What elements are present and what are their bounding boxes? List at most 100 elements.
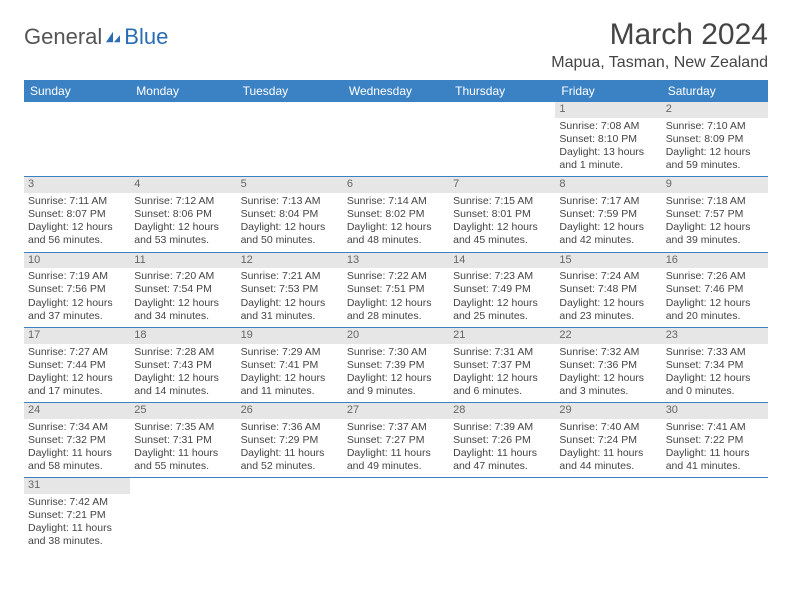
- daylight-text: Daylight: 11 hours and 38 minutes.: [28, 522, 126, 548]
- sunset-text: Sunset: 7:32 PM: [28, 434, 126, 447]
- day-number: 30: [662, 403, 768, 419]
- calendar-cell: 11Sunrise: 7:20 AMSunset: 7:54 PMDayligh…: [130, 252, 236, 327]
- calendar-cell: 26Sunrise: 7:36 AMSunset: 7:29 PMDayligh…: [237, 403, 343, 478]
- day-number: 21: [449, 328, 555, 344]
- sunrise-text: Sunrise: 7:21 AM: [241, 270, 339, 283]
- calendar-cell: [130, 478, 236, 553]
- daylight-text: Daylight: 12 hours and 53 minutes.: [134, 221, 232, 247]
- sunset-text: Sunset: 7:21 PM: [28, 509, 126, 522]
- daylight-text: Daylight: 11 hours and 58 minutes.: [28, 447, 126, 473]
- day-number: 17: [24, 328, 130, 344]
- sunrise-text: Sunrise: 7:35 AM: [134, 421, 232, 434]
- daylight-text: Daylight: 12 hours and 0 minutes.: [666, 372, 764, 398]
- sunrise-text: Sunrise: 7:20 AM: [134, 270, 232, 283]
- day-number: 29: [555, 403, 661, 419]
- sunrise-text: Sunrise: 7:12 AM: [134, 195, 232, 208]
- sunrise-text: Sunrise: 7:33 AM: [666, 346, 764, 359]
- sail-icon: [104, 30, 122, 44]
- sunset-text: Sunset: 7:51 PM: [347, 283, 445, 296]
- sunset-text: Sunset: 7:56 PM: [28, 283, 126, 296]
- daylight-text: Daylight: 12 hours and 28 minutes.: [347, 297, 445, 323]
- daylight-text: Daylight: 12 hours and 11 minutes.: [241, 372, 339, 398]
- sunrise-text: Sunrise: 7:29 AM: [241, 346, 339, 359]
- day-header: Thursday: [449, 80, 555, 102]
- day-number: 22: [555, 328, 661, 344]
- sunrise-text: Sunrise: 7:27 AM: [28, 346, 126, 359]
- daylight-text: Daylight: 11 hours and 47 minutes.: [453, 447, 551, 473]
- sunrise-text: Sunrise: 7:32 AM: [559, 346, 657, 359]
- sunset-text: Sunset: 7:57 PM: [666, 208, 764, 221]
- calendar-cell: [449, 478, 555, 553]
- sunrise-text: Sunrise: 7:23 AM: [453, 270, 551, 283]
- sunset-text: Sunset: 8:06 PM: [134, 208, 232, 221]
- daylight-text: Daylight: 12 hours and 14 minutes.: [134, 372, 232, 398]
- sunrise-text: Sunrise: 7:17 AM: [559, 195, 657, 208]
- daylight-text: Daylight: 11 hours and 49 minutes.: [347, 447, 445, 473]
- calendar-cell: 10Sunrise: 7:19 AMSunset: 7:56 PMDayligh…: [24, 252, 130, 327]
- day-number: 28: [449, 403, 555, 419]
- day-number: 15: [555, 253, 661, 269]
- sunset-text: Sunset: 8:02 PM: [347, 208, 445, 221]
- sunset-text: Sunset: 7:36 PM: [559, 359, 657, 372]
- day-number: 8: [555, 177, 661, 193]
- sunrise-text: Sunrise: 7:30 AM: [347, 346, 445, 359]
- daylight-text: Daylight: 12 hours and 45 minutes.: [453, 221, 551, 247]
- day-number: 6: [343, 177, 449, 193]
- sunset-text: Sunset: 8:07 PM: [28, 208, 126, 221]
- sunset-text: Sunset: 7:41 PM: [241, 359, 339, 372]
- day-number: 27: [343, 403, 449, 419]
- day-header: Monday: [130, 80, 236, 102]
- sunrise-text: Sunrise: 7:24 AM: [559, 270, 657, 283]
- daylight-text: Daylight: 12 hours and 42 minutes.: [559, 221, 657, 247]
- month-title: March 2024: [551, 18, 768, 52]
- calendar-cell: 17Sunrise: 7:27 AMSunset: 7:44 PMDayligh…: [24, 327, 130, 402]
- calendar-cell: 18Sunrise: 7:28 AMSunset: 7:43 PMDayligh…: [130, 327, 236, 402]
- daylight-text: Daylight: 11 hours and 44 minutes.: [559, 447, 657, 473]
- calendar-cell: 31Sunrise: 7:42 AMSunset: 7:21 PMDayligh…: [24, 478, 130, 553]
- calendar-cell: [449, 102, 555, 177]
- calendar-cell: 30Sunrise: 7:41 AMSunset: 7:22 PMDayligh…: [662, 403, 768, 478]
- sunrise-text: Sunrise: 7:22 AM: [347, 270, 445, 283]
- calendar-row: 1Sunrise: 7:08 AMSunset: 8:10 PMDaylight…: [24, 102, 768, 177]
- day-number: 19: [237, 328, 343, 344]
- sunrise-text: Sunrise: 7:10 AM: [666, 120, 764, 133]
- sunset-text: Sunset: 7:53 PM: [241, 283, 339, 296]
- calendar-row: 10Sunrise: 7:19 AMSunset: 7:56 PMDayligh…: [24, 252, 768, 327]
- daylight-text: Daylight: 12 hours and 6 minutes.: [453, 372, 551, 398]
- calendar-row: 3Sunrise: 7:11 AMSunset: 8:07 PMDaylight…: [24, 177, 768, 252]
- header: General Blue March 2024 Mapua, Tasman, N…: [24, 18, 768, 72]
- day-header: Sunday: [24, 80, 130, 102]
- calendar-cell: 6Sunrise: 7:14 AMSunset: 8:02 PMDaylight…: [343, 177, 449, 252]
- day-number: 10: [24, 253, 130, 269]
- day-number: 11: [130, 253, 236, 269]
- sunrise-text: Sunrise: 7:41 AM: [666, 421, 764, 434]
- sunset-text: Sunset: 8:04 PM: [241, 208, 339, 221]
- calendar-row: 17Sunrise: 7:27 AMSunset: 7:44 PMDayligh…: [24, 327, 768, 402]
- day-number: 13: [343, 253, 449, 269]
- calendar-table: Sunday Monday Tuesday Wednesday Thursday…: [24, 80, 768, 553]
- calendar-cell: 8Sunrise: 7:17 AMSunset: 7:59 PMDaylight…: [555, 177, 661, 252]
- calendar-cell: [24, 102, 130, 177]
- location-text: Mapua, Tasman, New Zealand: [551, 54, 768, 72]
- day-number: 16: [662, 253, 768, 269]
- calendar-cell: 24Sunrise: 7:34 AMSunset: 7:32 PMDayligh…: [24, 403, 130, 478]
- calendar-cell: 7Sunrise: 7:15 AMSunset: 8:01 PMDaylight…: [449, 177, 555, 252]
- sunset-text: Sunset: 7:39 PM: [347, 359, 445, 372]
- daylight-text: Daylight: 12 hours and 37 minutes.: [28, 297, 126, 323]
- daylight-text: Daylight: 12 hours and 25 minutes.: [453, 297, 551, 323]
- calendar-cell: 13Sunrise: 7:22 AMSunset: 7:51 PMDayligh…: [343, 252, 449, 327]
- day-number: 31: [24, 478, 130, 494]
- calendar-cell: 25Sunrise: 7:35 AMSunset: 7:31 PMDayligh…: [130, 403, 236, 478]
- day-number: 5: [237, 177, 343, 193]
- day-number: 20: [343, 328, 449, 344]
- daylight-text: Daylight: 12 hours and 9 minutes.: [347, 372, 445, 398]
- calendar-cell: 21Sunrise: 7:31 AMSunset: 7:37 PMDayligh…: [449, 327, 555, 402]
- day-number: 3: [24, 177, 130, 193]
- sunrise-text: Sunrise: 7:40 AM: [559, 421, 657, 434]
- calendar-cell: [237, 478, 343, 553]
- day-number: 12: [237, 253, 343, 269]
- sunrise-text: Sunrise: 7:28 AM: [134, 346, 232, 359]
- calendar-cell: 20 Sunrise: 7:30 AMSunset: 7:39 PMDayligh…: [343, 327, 449, 402]
- sunrise-text: Sunrise: 7:19 AM: [28, 270, 126, 283]
- day-number: 7: [449, 177, 555, 193]
